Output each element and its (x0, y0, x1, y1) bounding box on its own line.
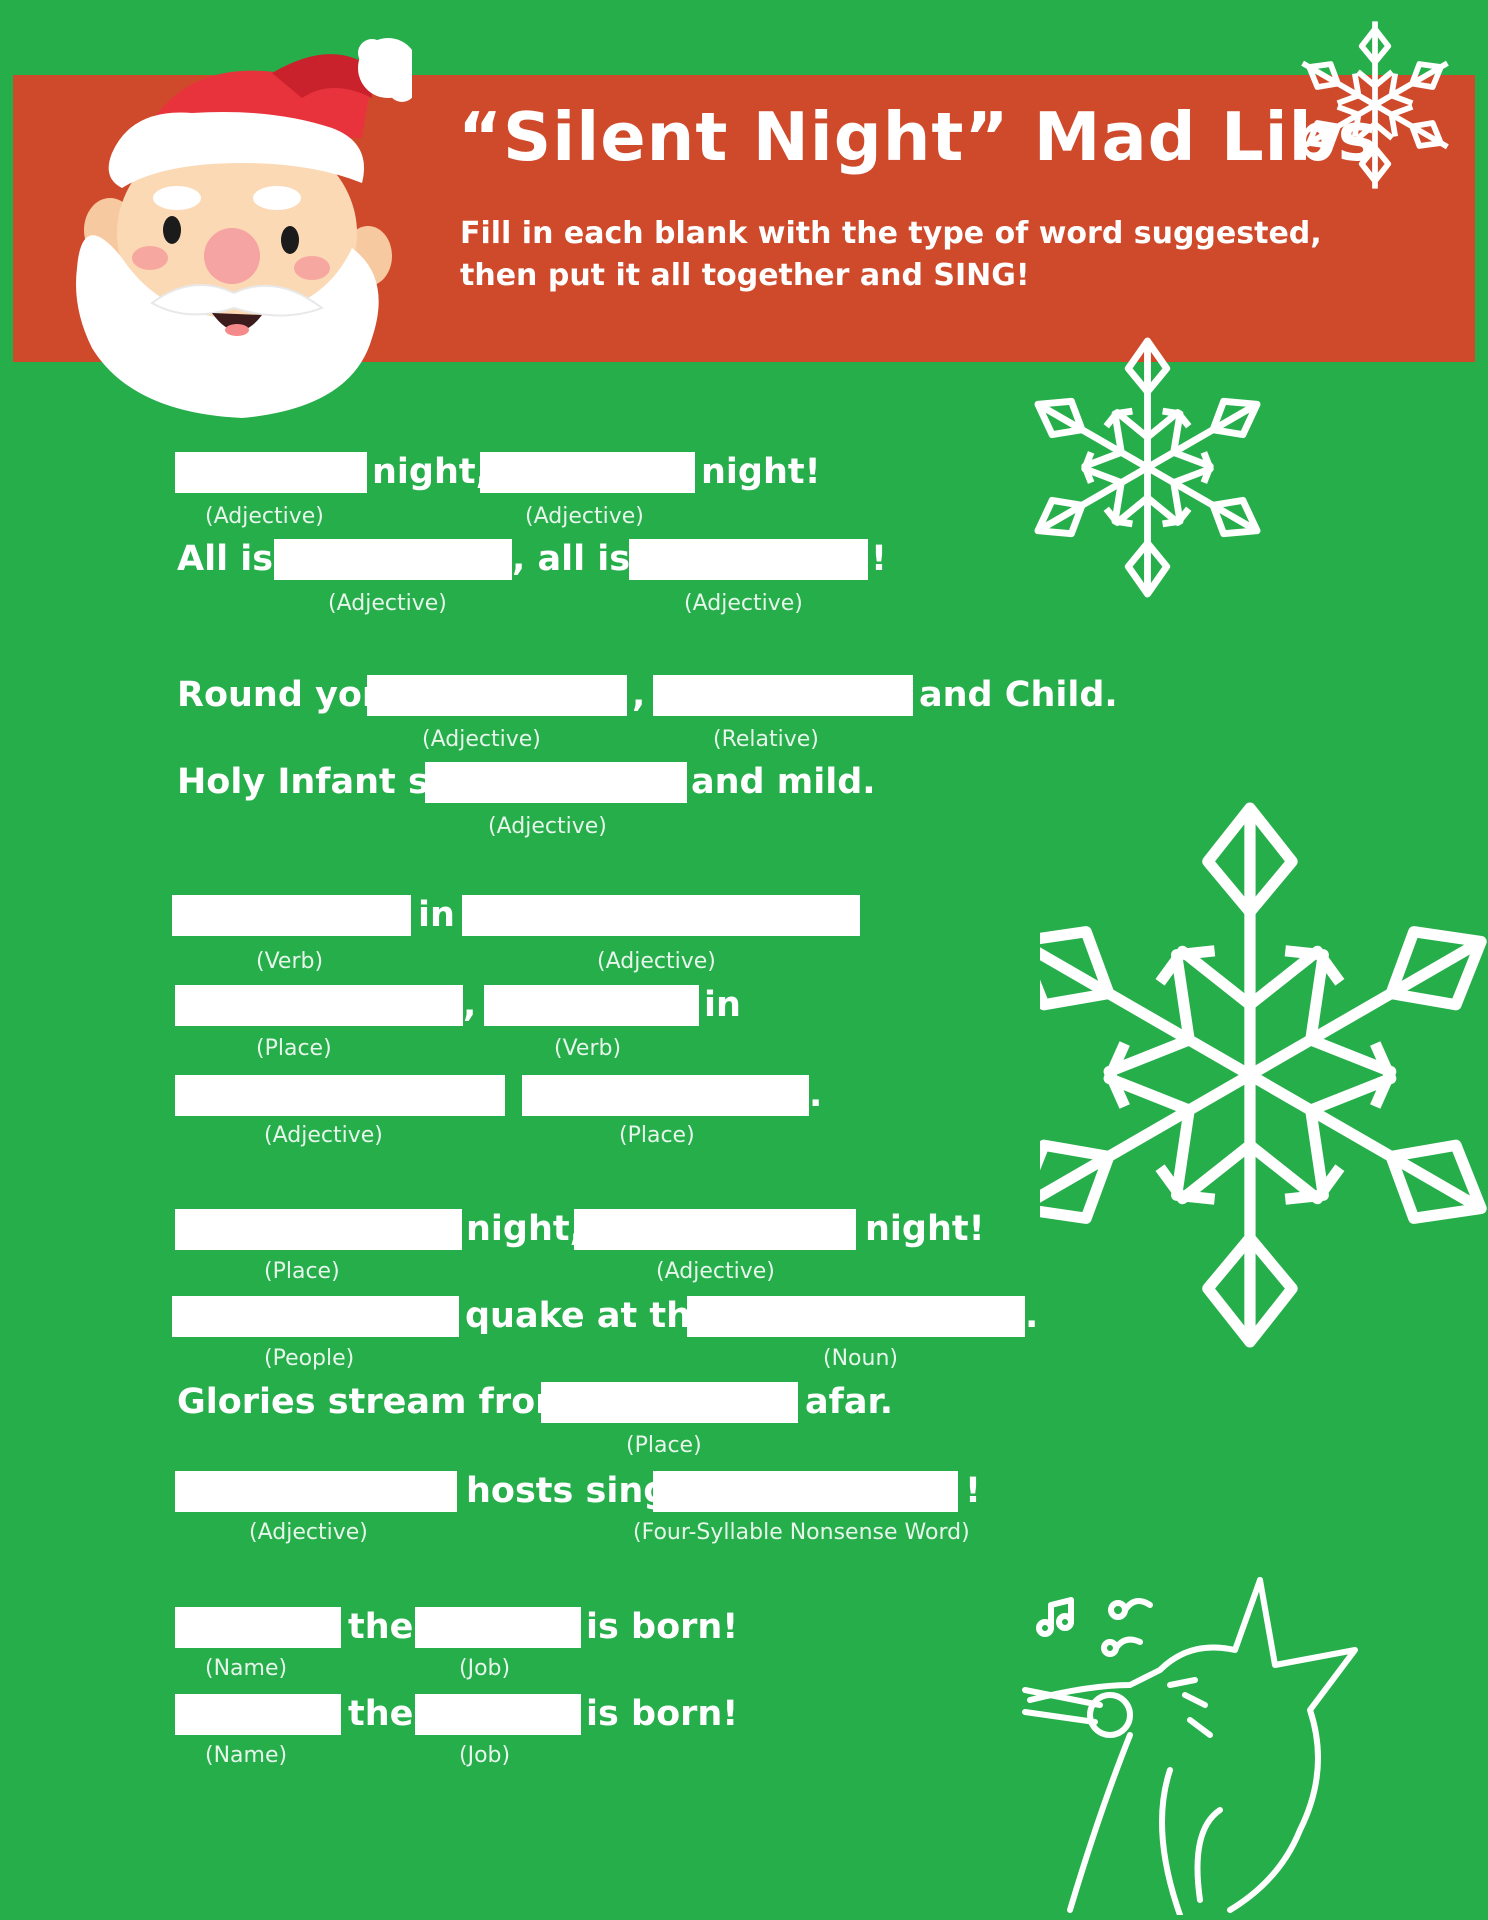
lyric-in-1: in (418, 895, 455, 935)
hint-place: (Place) (256, 1036, 332, 1061)
hint-adjective: (Adjective) (488, 814, 607, 839)
blank-noun[interactable] (687, 1296, 1025, 1337)
subtitle-line-2: then put it all together and SING! (460, 258, 1030, 293)
blank-adjective-4[interactable] (629, 539, 868, 580)
hint-job: (Job) (459, 1743, 511, 1768)
blank-job-1[interactable] (415, 1607, 581, 1648)
lyric-holy-infant: Holy Infant so (177, 762, 453, 802)
blank-adjective-9[interactable] (574, 1209, 856, 1250)
lyric-quake: quake at the (465, 1296, 715, 1336)
lyric-hosts-sing: hosts sing (466, 1471, 669, 1511)
hint-verb: (Verb) (554, 1036, 622, 1061)
lyric-all-is-2: , all is (512, 539, 631, 579)
lyric-period-2: . (1025, 1296, 1039, 1336)
blank-job-2[interactable] (415, 1694, 581, 1735)
blank-adjective-5[interactable] (367, 675, 627, 716)
lyric-round-yon: Round yon (177, 675, 387, 715)
lyric-afar: afar. (805, 1382, 894, 1422)
blank-adjective-10[interactable] (175, 1471, 457, 1512)
hint-noun: (Noun) (823, 1346, 898, 1371)
lyric-night-1: night, (372, 452, 489, 492)
blank-verb-1[interactable] (172, 895, 411, 936)
hint-place: (Place) (619, 1123, 695, 1148)
lyric-night-2: night! (701, 452, 821, 492)
lyric-is-born-1: is born! (586, 1607, 739, 1647)
lyric-is-born-2: is born! (586, 1694, 739, 1734)
hint-adjective: (Adjective) (264, 1123, 383, 1148)
hint-verb: (Verb) (256, 949, 324, 974)
blank-adjective-3[interactable] (274, 539, 512, 580)
blank-adjective-2[interactable] (480, 452, 695, 493)
page-title: “Silent Night” Mad Libs (458, 98, 1379, 176)
lyric-all-is: All is (177, 539, 274, 579)
hint-adjective: (Adjective) (525, 504, 644, 529)
hint-adjective: (Adjective) (597, 949, 716, 974)
hint-adjective: (Adjective) (684, 591, 803, 616)
snowflake-icon (1040, 802, 1488, 1370)
hint-job: (Job) (459, 1656, 511, 1681)
lyric-glories: Glories stream from (177, 1382, 572, 1422)
lyric-and-mild: and mild. (691, 762, 876, 802)
blank-name-2[interactable] (175, 1694, 341, 1735)
blank-adjective-7[interactable] (462, 895, 860, 936)
hint-adjective: (Adjective) (422, 727, 541, 752)
hint-name: (Name) (205, 1743, 288, 1768)
subtitle-line-1: Fill in each blank with the type of word… (460, 216, 1322, 251)
blank-name-1[interactable] (175, 1607, 341, 1648)
santa-icon (76, 38, 412, 418)
hint-people: (People) (264, 1346, 355, 1371)
hint-relative: (Relative) (713, 727, 819, 752)
page-subtitle: Fill in each blank with the type of word… (460, 213, 1322, 297)
hint-adjective: (Adjective) (205, 504, 324, 529)
blank-nonsense-word[interactable] (653, 1471, 958, 1512)
snowflake-icon (1275, 21, 1475, 200)
lyric-and-child: and Child. (919, 675, 1118, 715)
blank-relative[interactable] (653, 675, 913, 716)
lyric-period: . (809, 1075, 823, 1115)
music-notes-icon (1036, 1597, 1153, 1657)
lyric-excl: ! (871, 539, 887, 579)
lyric-night-3: night, (466, 1209, 583, 1249)
blank-place-3[interactable] (175, 1209, 462, 1250)
blank-people[interactable] (172, 1296, 459, 1337)
lyric-excl-2: ! (965, 1471, 981, 1511)
hint-adjective: (Adjective) (328, 591, 447, 616)
lyric-the-2: the (348, 1694, 414, 1734)
blank-place-2[interactable] (522, 1075, 809, 1116)
hint-name: (Name) (205, 1656, 288, 1681)
snowflake-icon (1010, 337, 1285, 605)
hint-nonsense-word: (Four-Syllable Nonsense Word) (633, 1520, 970, 1545)
singing-cat-icon (1022, 1577, 1358, 1915)
hint-adjective: (Adjective) (656, 1259, 775, 1284)
hint-adjective: (Adjective) (249, 1520, 368, 1545)
lyric-in-2: in (704, 985, 741, 1025)
lyric-night-4: night! (865, 1209, 985, 1249)
blank-place-4[interactable] (541, 1382, 798, 1423)
lyric-comma-2: , (463, 985, 477, 1025)
hint-place: (Place) (264, 1259, 340, 1284)
lyric-comma: , (632, 675, 646, 715)
blank-verb-2[interactable] (484, 985, 699, 1026)
blank-adjective-1[interactable] (175, 452, 367, 493)
lyric-the-1: the (348, 1607, 414, 1647)
blank-place-1[interactable] (175, 985, 463, 1026)
blank-adjective-6[interactable] (425, 762, 687, 803)
blank-adjective-8[interactable] (175, 1075, 505, 1116)
hint-place: (Place) (626, 1433, 702, 1458)
